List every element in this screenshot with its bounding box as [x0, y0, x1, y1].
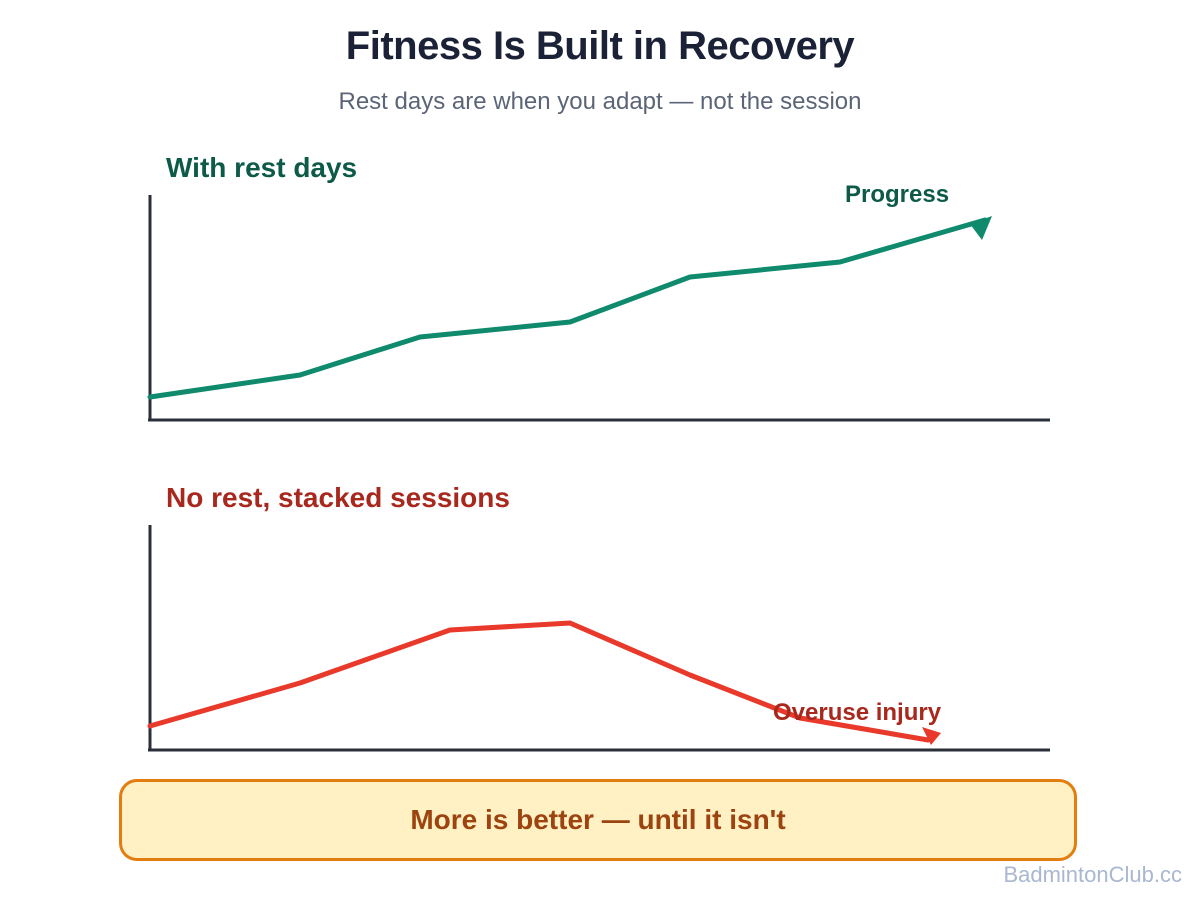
with-rest-axes	[148, 195, 1050, 422]
page-title: Fitness Is Built in Recovery	[345, 24, 855, 68]
with-rest-heading: With rest days	[166, 152, 358, 183]
injury-arrowhead	[922, 727, 941, 745]
page-subtitle: Rest days are when you adapt — not the s…	[338, 88, 862, 115]
watermark: BadmintonClub.cc	[1003, 862, 1182, 887]
progress-label: Progress	[845, 181, 949, 208]
no-rest-heading: No rest, stacked sessions	[166, 482, 510, 513]
no-rest-axes	[148, 525, 1050, 752]
injury-label: Overuse injury	[773, 699, 942, 726]
callout-text: More is better — until it isn't	[410, 804, 786, 835]
injury-line	[147, 620, 931, 743]
progress-line	[147, 217, 988, 400]
callout-box: More is better — until it isn't	[119, 779, 1077, 861]
progress-arrowhead	[970, 216, 992, 240]
